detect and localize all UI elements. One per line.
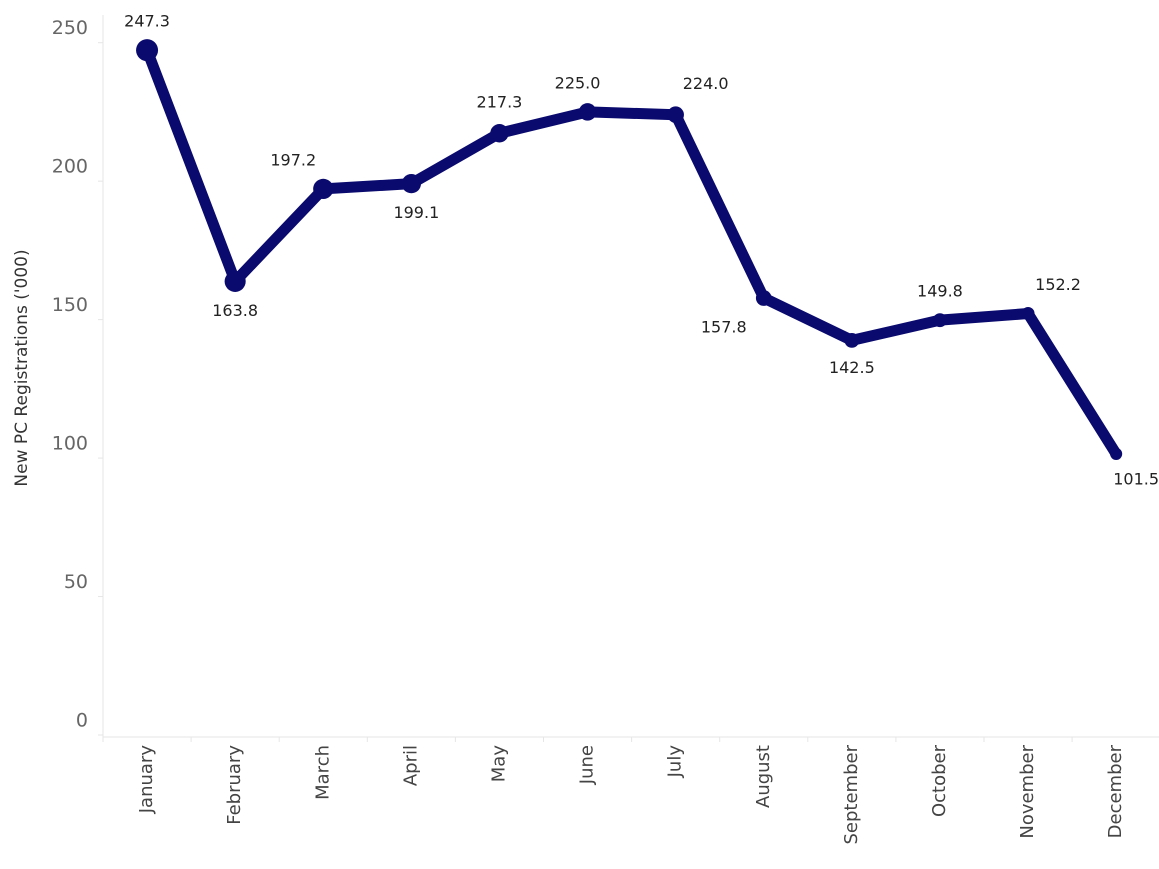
point: [933, 313, 947, 328]
point: [578, 103, 597, 121]
point: [844, 332, 860, 348]
value-label: 217.3: [477, 93, 523, 112]
value-label: 224.0: [683, 74, 729, 93]
y-axis-title: New PC Registrations ('000): [12, 249, 32, 486]
line: [141, 44, 1122, 460]
value-label: 199.1: [393, 203, 439, 222]
y-tick-label: 250: [52, 17, 88, 39]
x-tick-label: July: [665, 745, 686, 779]
y-tick-label: 150: [52, 294, 88, 316]
x-tick-label: October: [929, 744, 950, 817]
x-tick-label: April: [400, 745, 421, 786]
point: [1110, 447, 1123, 460]
x-tick-label: August: [753, 745, 774, 808]
point: [755, 290, 772, 306]
x-tick-label: January: [136, 745, 157, 815]
value-label: 225.0: [555, 73, 601, 92]
value-label: 101.5: [1113, 469, 1159, 488]
x-tick-label: December: [1105, 744, 1126, 838]
y-tick-label: 0: [76, 710, 88, 732]
x-tick-label: June: [577, 745, 598, 785]
point: [667, 106, 684, 123]
value-label: 149.8: [917, 282, 963, 301]
x-tick-label: May: [488, 745, 509, 783]
x-tick-label: March: [312, 745, 333, 800]
value-label: 163.8: [212, 301, 258, 320]
point: [401, 173, 421, 194]
value-label: 247.3: [124, 12, 170, 31]
point: [224, 270, 246, 292]
point: [490, 124, 509, 143]
value-label: 197.2: [270, 150, 316, 169]
value-label: 152.2: [1035, 275, 1081, 294]
point: [136, 39, 159, 62]
value-label: 157.8: [701, 318, 747, 337]
point: [1021, 307, 1035, 321]
y-tick-label: 50: [64, 571, 88, 593]
value-label: 142.5: [829, 358, 875, 377]
x-tick-label: February: [224, 745, 245, 825]
y-tick-label: 100: [52, 433, 88, 455]
y-tick-label: 200: [52, 156, 88, 178]
x-tick-label: November: [1017, 744, 1038, 838]
point: [313, 178, 334, 200]
x-tick-label: September: [841, 744, 862, 844]
